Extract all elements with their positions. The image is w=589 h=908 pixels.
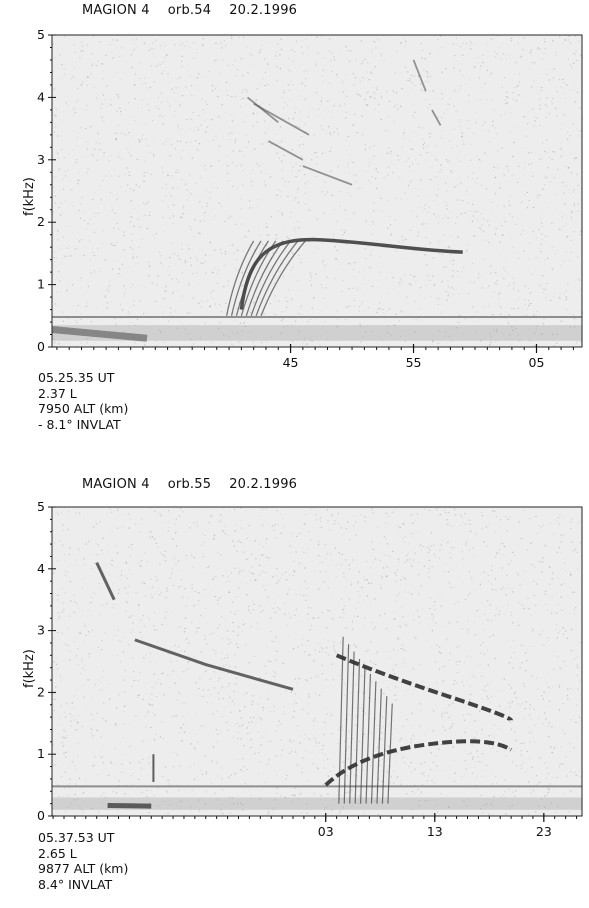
panel-title: MAGION 4 orb.54 20.2.1996 bbox=[82, 3, 315, 18]
y-tick-label: 2 bbox=[37, 684, 45, 699]
x-tick-label: 03 bbox=[318, 824, 334, 839]
orbit-number: orb.55 bbox=[167, 477, 212, 492]
invariant-latitude: 8.4° INVLAT bbox=[38, 876, 113, 892]
x-tick-label: 13 bbox=[427, 824, 443, 839]
y-axis: 0 1 2 3 4 5 bbox=[37, 27, 56, 354]
x-tick-label: 23 bbox=[536, 824, 552, 839]
y-tick-label: 4 bbox=[37, 89, 45, 104]
plot-frame bbox=[51, 506, 583, 817]
y-tick-label: 5 bbox=[37, 499, 45, 514]
y-tick-label: 1 bbox=[37, 277, 45, 292]
low-frequency-band bbox=[52, 797, 582, 810]
low-frequency-band bbox=[52, 325, 582, 341]
y-tick-label: 1 bbox=[37, 746, 45, 761]
plot-area bbox=[52, 35, 582, 347]
orbit-info: 05.25.35 UT 2.37 L 7950 ALT (km) - 8.1° INV… bbox=[38, 370, 128, 432]
start-time: 05.37.53 UT bbox=[38, 830, 115, 845]
spectrogram-panel-orb55: MAGION 4 orb.55 20.2.1996 f(kHz) 0 1 2 3 4 5 03 1… bbox=[0, 470, 589, 908]
l-shell: 2.37 L bbox=[38, 385, 77, 401]
x-tick-label: 45 bbox=[283, 355, 299, 370]
altitude: 9877 ALT (km) bbox=[38, 861, 129, 876]
panel-title: MAGION 4 orb.55 20.2.1996 bbox=[82, 477, 315, 492]
emission-traces bbox=[51, 59, 463, 342]
y-tick-label: 2 bbox=[37, 214, 45, 229]
y-tick-label: 5 bbox=[37, 27, 45, 42]
plot-frame bbox=[51, 34, 583, 348]
l-shell: 2.65 L bbox=[38, 845, 77, 861]
y-axis: 0 1 2 3 4 5 bbox=[37, 499, 56, 823]
date-label: 20.2.1996 bbox=[229, 477, 298, 492]
x-tick-label: 55 bbox=[406, 355, 422, 370]
y-tick-label: 3 bbox=[37, 152, 45, 167]
spectrogram-panel-orb54: MAGION 4 orb.54 20.2.1996 f(kHz) 0 1 2 3 4 5 45 5… bbox=[0, 0, 589, 450]
x-axis: 45 55 05 bbox=[56, 344, 574, 370]
altitude: 7950 ALT (km) bbox=[38, 401, 129, 416]
satellite-name: MAGION 4 bbox=[82, 3, 150, 18]
plot-area bbox=[52, 507, 582, 816]
satellite-name: MAGION 4 bbox=[82, 477, 150, 492]
y-tick-label: 0 bbox=[37, 808, 45, 823]
x-tick-label: 05 bbox=[529, 355, 545, 370]
x-axis: 03 13 23 bbox=[52, 813, 578, 839]
y-tick-label: 4 bbox=[37, 561, 45, 576]
start-time: 05.25.35 UT bbox=[38, 370, 115, 385]
y-tick-label: 3 bbox=[37, 623, 45, 638]
emission-traces bbox=[95, 561, 514, 809]
y-tick-label: 0 bbox=[37, 339, 45, 354]
invariant-latitude: - 8.1° INVLAT bbox=[38, 416, 121, 432]
orbit-info: 05.37.53 UT 2.65 L 9877 ALT (km) 8.4° INVLA… bbox=[38, 830, 128, 892]
date-label: 20.2.1996 bbox=[229, 3, 298, 18]
orbit-number: orb.54 bbox=[167, 3, 212, 18]
